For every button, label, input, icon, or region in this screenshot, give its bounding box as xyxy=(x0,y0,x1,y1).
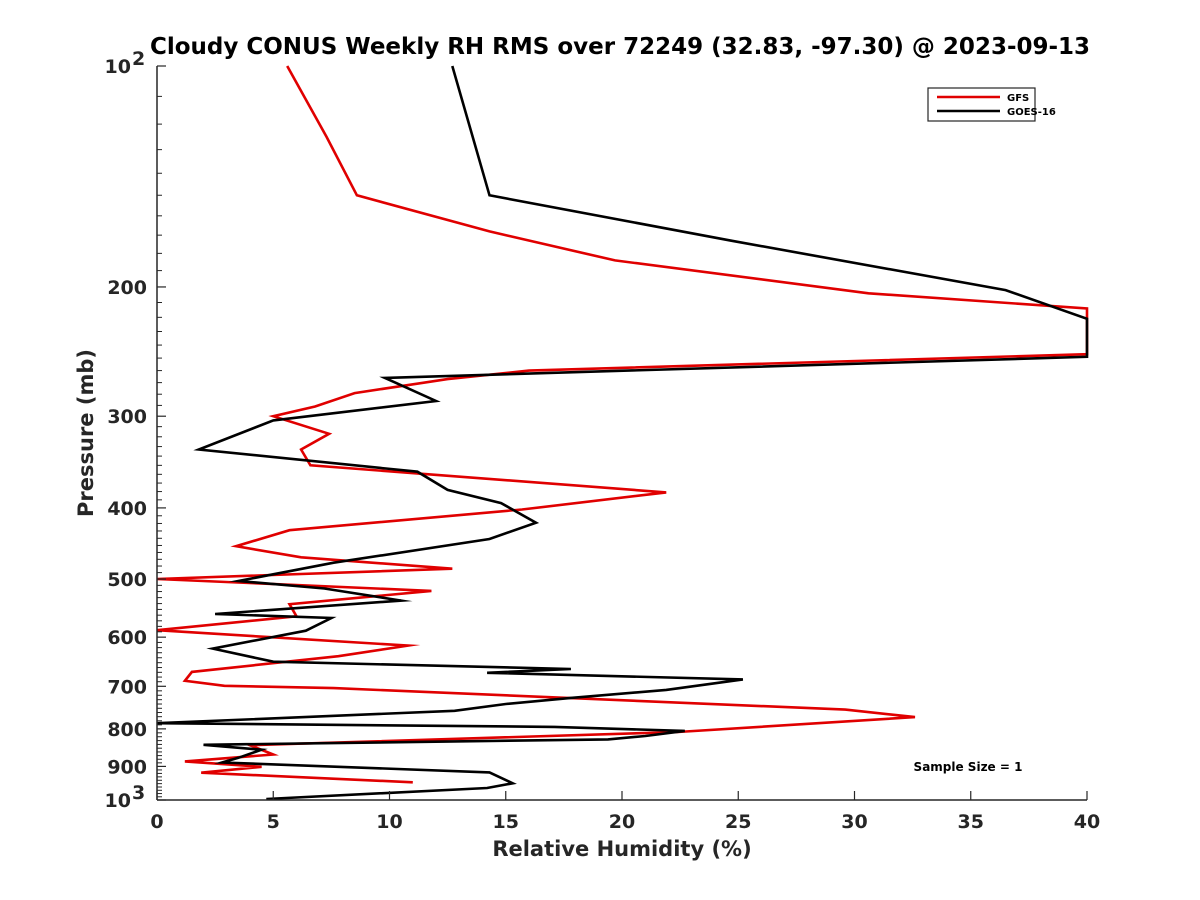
sample-size-annotation: Sample Size = 1 xyxy=(914,760,1023,774)
legend-box xyxy=(927,87,1036,122)
x-tick-label: 15 xyxy=(493,811,519,833)
legend-label-gfs: GFS xyxy=(1007,93,1029,104)
x-axis-label: Relative Humidity (%) xyxy=(492,837,751,861)
y-tick-exponent: 3 xyxy=(132,782,145,804)
legend-label-goes-16: GOES-16 xyxy=(1007,107,1056,118)
y-tick-label: 10 xyxy=(105,56,131,78)
plot-area xyxy=(157,66,1087,800)
y-tick-label: 700 xyxy=(107,676,147,698)
x-tick-label: 40 xyxy=(1074,811,1100,833)
x-tick-label: 0 xyxy=(150,811,163,833)
x-tick-label: 30 xyxy=(841,811,867,833)
x-tick-label: 5 xyxy=(267,811,280,833)
chart-title: Cloudy CONUS Weekly RH RMS over 72249 (3… xyxy=(150,34,1090,60)
x-tick-label: 35 xyxy=(958,811,984,833)
y-tick-label: 600 xyxy=(107,627,147,649)
y-axis-label: Pressure (mb) xyxy=(74,349,98,517)
y-tick-label: 500 xyxy=(107,569,147,591)
x-tick-label: 10 xyxy=(376,811,402,833)
x-tick-label: 20 xyxy=(609,811,635,833)
y-tick-exponent: 2 xyxy=(132,48,145,70)
x-tick-label: 25 xyxy=(725,811,751,833)
legend: GFS GOES-16 xyxy=(927,87,1056,122)
y-tick-label: 300 xyxy=(107,406,147,428)
y-tick-label: 800 xyxy=(107,719,147,741)
series-layer xyxy=(156,65,1089,801)
y-tick-label: 10 xyxy=(105,790,131,812)
y-tick-label: 400 xyxy=(107,498,147,520)
y-tick-label: 900 xyxy=(107,756,147,778)
y-tick-label: 200 xyxy=(107,277,147,299)
series-line-goes-16 xyxy=(156,65,1089,801)
